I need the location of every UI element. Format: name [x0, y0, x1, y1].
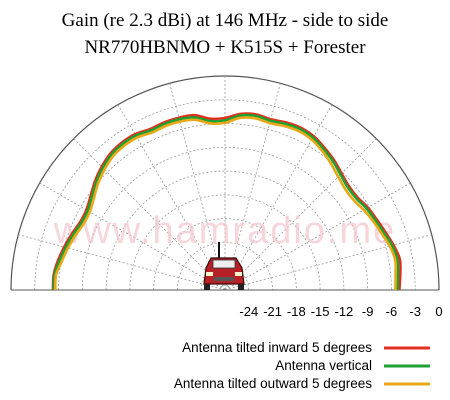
tick-label: -3 [409, 304, 421, 319]
chart-title: Gain (re 2.3 dBi) at 146 MHz - side to s… [62, 10, 389, 31]
tick-label: -9 [362, 304, 374, 319]
tick-label: -12 [335, 304, 354, 319]
legend-label: Antenna tilted inward 5 degrees [182, 340, 372, 355]
grid-ring [34, 99, 416, 291]
series-line [52, 113, 400, 291]
series-lines [51, 112, 402, 291]
chart-subtitle: NR770HBNMO + K515S + Forester [84, 37, 366, 58]
legend: Antenna tilted inward 5 degrees Antenna v… [174, 340, 430, 391]
legend-label: Antenna vertical [275, 358, 372, 373]
radial-tick-labels: -24 -21 -18 -15 -12 -9 -6 -3 0 [239, 304, 442, 319]
grid-ring [105, 170, 345, 291]
legend-label: Antenna tilted outward 5 degrees [174, 376, 372, 391]
tick-label: -6 [386, 304, 398, 319]
series-line [54, 116, 398, 291]
watermark: www.hamradio.me [53, 210, 397, 252]
tick-label: -18 [287, 304, 306, 319]
grid-ring [153, 218, 297, 291]
series-line [51, 112, 402, 291]
grid-ring [177, 242, 273, 291]
tick-label: -15 [311, 304, 330, 319]
tick-label: -24 [239, 304, 258, 319]
tick-label: 0 [435, 304, 442, 319]
grid-ring [10, 75, 440, 291]
grid-ring [129, 194, 321, 291]
tick-label: -21 [263, 304, 282, 319]
car-icon [203, 242, 245, 290]
